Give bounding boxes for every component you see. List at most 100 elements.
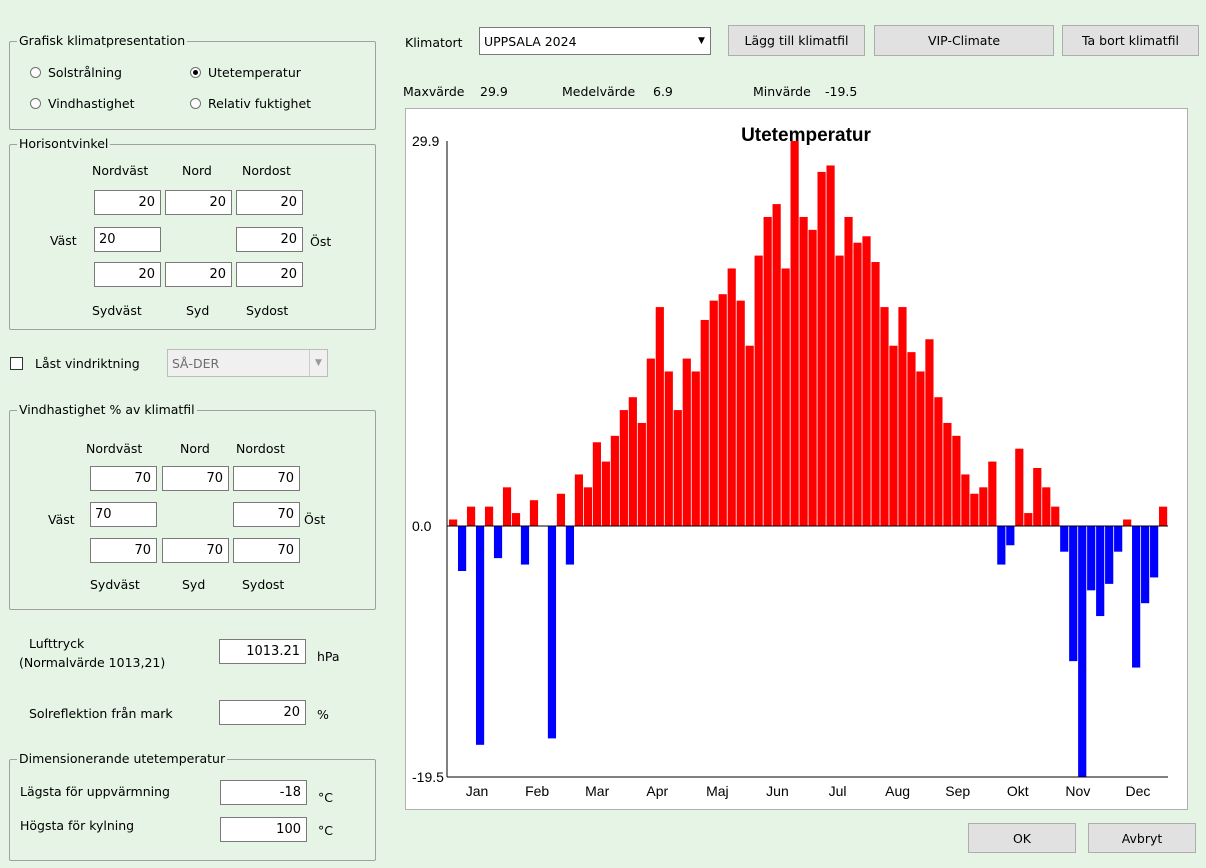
temperature-bar — [844, 216, 853, 526]
temperature-bar — [943, 422, 952, 526]
wind-ne-input[interactable]: 70 — [233, 466, 300, 491]
add-climate-file-button[interactable]: Lägg till klimatfil — [728, 25, 865, 56]
temperature-bar — [1132, 525, 1141, 668]
wind-sw-input[interactable]: 70 — [90, 538, 157, 563]
header-nordvast: Nordväst — [86, 441, 143, 456]
footer-sydost: Sydost — [246, 303, 289, 318]
cancel-button[interactable]: Avbryt — [1088, 823, 1196, 853]
radio-utetemperatur[interactable]: Utetemperatur — [190, 65, 301, 80]
x-tick-label: Aug — [885, 783, 910, 799]
x-tick-label: Apr — [646, 783, 668, 799]
header-nordost: Nordost — [236, 441, 285, 456]
radio-relativ-fuktighet-label: Relativ fuktighet — [208, 96, 312, 111]
dimensioning-group: Dimensionerande utetemperatur Lägsta för… — [9, 751, 376, 861]
x-tick-label: Jan — [466, 783, 489, 799]
x-tick-label: Okt — [1007, 783, 1029, 799]
radio-relativ-fuktighet[interactable]: Relativ fuktighet — [190, 96, 311, 111]
mean-label: Medelvärde — [562, 84, 636, 99]
label-ost: Öst — [304, 512, 326, 527]
radio-circle-icon — [30, 67, 41, 78]
klimatort-value: UPPSALA 2024 — [484, 33, 577, 49]
temperature-bar — [1060, 525, 1069, 552]
horizon-n-input[interactable]: 20 — [165, 190, 232, 215]
x-tick-label: Jun — [766, 783, 789, 799]
x-tick-label: Sep — [945, 783, 970, 799]
horizon-nw-input[interactable]: 20 — [94, 190, 161, 215]
horizon-sw-input[interactable]: 20 — [94, 262, 161, 287]
wind-s-input[interactable]: 70 — [162, 538, 229, 563]
temperature-bar — [601, 461, 610, 526]
y-tick-label: -19.5 — [412, 769, 444, 785]
temperature-bar — [709, 300, 718, 526]
klimatort-select[interactable]: UPPSALA 2024 ▼ — [479, 27, 711, 55]
remove-climate-file-button[interactable]: Ta bort klimatfil — [1062, 25, 1199, 56]
max-value: 29.9 — [480, 84, 508, 99]
locked-wind-checkbox[interactable] — [10, 357, 23, 370]
header-nord: Nord — [182, 163, 212, 178]
ok-button[interactable]: OK — [968, 823, 1076, 853]
temperature-bar — [1159, 506, 1168, 526]
heating-label: Lägsta för uppvärmning — [20, 784, 170, 799]
horizon-s-input[interactable]: 20 — [165, 262, 232, 287]
footer-sydvast: Sydväst — [92, 303, 142, 318]
heating-input[interactable]: -18 — [220, 780, 307, 805]
wind-w-input[interactable]: 70 — [90, 502, 157, 527]
radio-solstralning[interactable]: Solstrålning — [30, 65, 122, 80]
temperature-bar — [637, 422, 646, 526]
wind-se-input[interactable]: 70 — [233, 538, 300, 563]
radio-vindhastighet-label: Vindhastighet — [48, 96, 135, 111]
locked-wind-value: SÅ-DER — [172, 355, 220, 371]
temperature-bar — [1015, 448, 1024, 526]
temperature-bar — [664, 371, 673, 526]
temperature-bar — [799, 216, 808, 526]
vip-climate-button[interactable]: VIP-Climate — [874, 25, 1054, 56]
min-value: -19.5 — [825, 84, 858, 99]
locked-wind-select[interactable]: SÅ-DER ▼ — [167, 349, 328, 377]
wind-e-input[interactable]: 70 — [233, 502, 300, 527]
radio-solstralning-label: Solstrålning — [48, 65, 122, 80]
temperature-bar — [790, 141, 799, 526]
temperature-bar — [583, 487, 592, 526]
horizon-w-input[interactable]: 20 — [94, 227, 161, 252]
temperature-bar — [673, 410, 682, 526]
radio-vindhastighet[interactable]: Vindhastighet — [30, 96, 135, 111]
temperature-bar — [520, 525, 530, 565]
horizon-e-input[interactable]: 20 — [236, 227, 303, 252]
wind-nw-input[interactable]: 70 — [90, 466, 157, 491]
temperature-bar — [1033, 468, 1042, 526]
temperature-bar — [475, 525, 485, 745]
cooling-input[interactable]: 100 — [220, 817, 307, 842]
y-tick-label: 29.9 — [412, 133, 439, 149]
locked-wind-label: Låst vindriktning — [35, 356, 140, 371]
temperature-bar — [547, 525, 557, 739]
radio-circle-icon — [30, 98, 41, 109]
temperature-bar — [628, 397, 637, 526]
temperature-bar — [700, 319, 709, 526]
temperature-bar — [772, 204, 781, 526]
y-tick-labels: 29.9 0.0 -19.5 — [412, 133, 444, 785]
horizon-ne-input[interactable]: 20 — [236, 190, 303, 215]
horizon-se-input[interactable]: 20 — [236, 262, 303, 287]
footer-syd: Syd — [182, 577, 206, 592]
temperature-bar — [970, 493, 979, 526]
cooling-unit: °C — [318, 823, 333, 838]
x-tick-label: Maj — [706, 783, 729, 799]
x-tick-label: Mar — [585, 783, 609, 799]
temperature-bar — [1096, 525, 1105, 617]
y-tick-label: 0.0 — [412, 518, 432, 534]
header-nord: Nord — [180, 441, 210, 456]
pressure-unit: hPa — [317, 649, 340, 664]
wind-n-input[interactable]: 70 — [162, 466, 229, 491]
pressure-input[interactable]: 1013.21 — [219, 639, 306, 664]
temperature-bar — [934, 397, 943, 526]
temperature-bar — [979, 487, 988, 526]
temperature-bar — [565, 525, 575, 565]
temperature-bar — [1024, 513, 1033, 526]
x-tick-label: Jul — [829, 783, 847, 799]
temperature-bar — [1006, 525, 1015, 546]
reflection-input[interactable]: 20 — [219, 700, 306, 725]
heating-unit: °C — [318, 790, 333, 805]
cooling-label: Högsta för kylning — [20, 818, 135, 833]
temperature-bar — [853, 242, 862, 526]
pressure-label: Lufttryck — [29, 636, 85, 651]
